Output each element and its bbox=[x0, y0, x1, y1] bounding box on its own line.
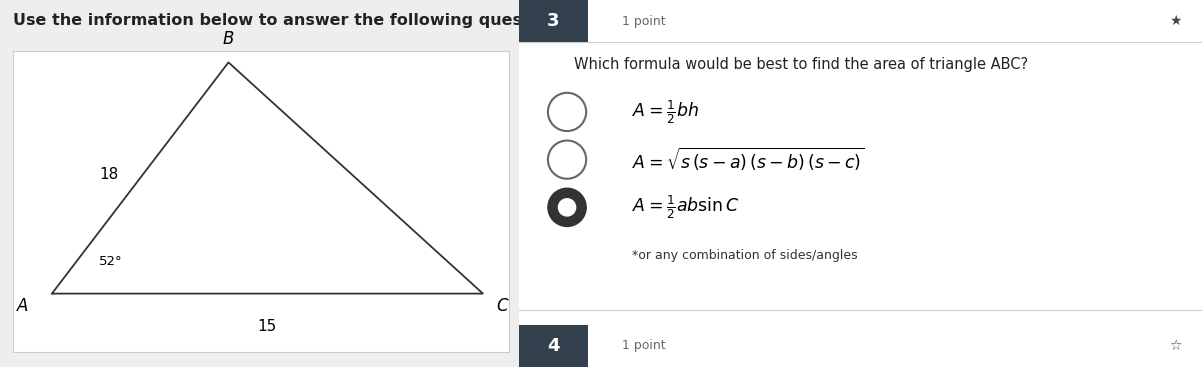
FancyBboxPatch shape bbox=[519, 0, 588, 42]
Text: B: B bbox=[222, 30, 234, 48]
Text: Use the information below to answer the following questions.: Use the information below to answer the … bbox=[13, 13, 573, 28]
Text: ★: ★ bbox=[1170, 14, 1182, 28]
Text: $A = \sqrt{s\,(s-a)\,(s-b)\,(s-c)}$: $A = \sqrt{s\,(s-a)\,(s-b)\,(s-c)}$ bbox=[632, 146, 865, 173]
Text: 15: 15 bbox=[257, 319, 276, 334]
Text: 52°: 52° bbox=[99, 255, 123, 268]
Text: 18: 18 bbox=[100, 167, 119, 182]
FancyBboxPatch shape bbox=[519, 0, 1202, 332]
Text: Which formula would be best to find the area of triangle ABC?: Which formula would be best to find the … bbox=[573, 57, 1028, 72]
Text: 4: 4 bbox=[547, 337, 560, 355]
Text: A: A bbox=[17, 297, 29, 315]
FancyBboxPatch shape bbox=[13, 51, 508, 352]
Text: 3: 3 bbox=[547, 12, 560, 30]
Text: C: C bbox=[496, 297, 507, 315]
FancyBboxPatch shape bbox=[519, 325, 588, 367]
Ellipse shape bbox=[548, 188, 587, 226]
Text: ☆: ☆ bbox=[1170, 339, 1182, 353]
Ellipse shape bbox=[559, 199, 576, 216]
Text: 1 point: 1 point bbox=[621, 15, 665, 28]
Text: *or any combination of sides/angles: *or any combination of sides/angles bbox=[632, 248, 857, 262]
FancyBboxPatch shape bbox=[519, 310, 1202, 367]
Text: $A = \frac{1}{2}bh$: $A = \frac{1}{2}bh$ bbox=[632, 98, 698, 126]
Text: 1 point: 1 point bbox=[621, 339, 665, 352]
Text: $A = \frac{1}{2}ab\sin C$: $A = \frac{1}{2}ab\sin C$ bbox=[632, 193, 739, 221]
